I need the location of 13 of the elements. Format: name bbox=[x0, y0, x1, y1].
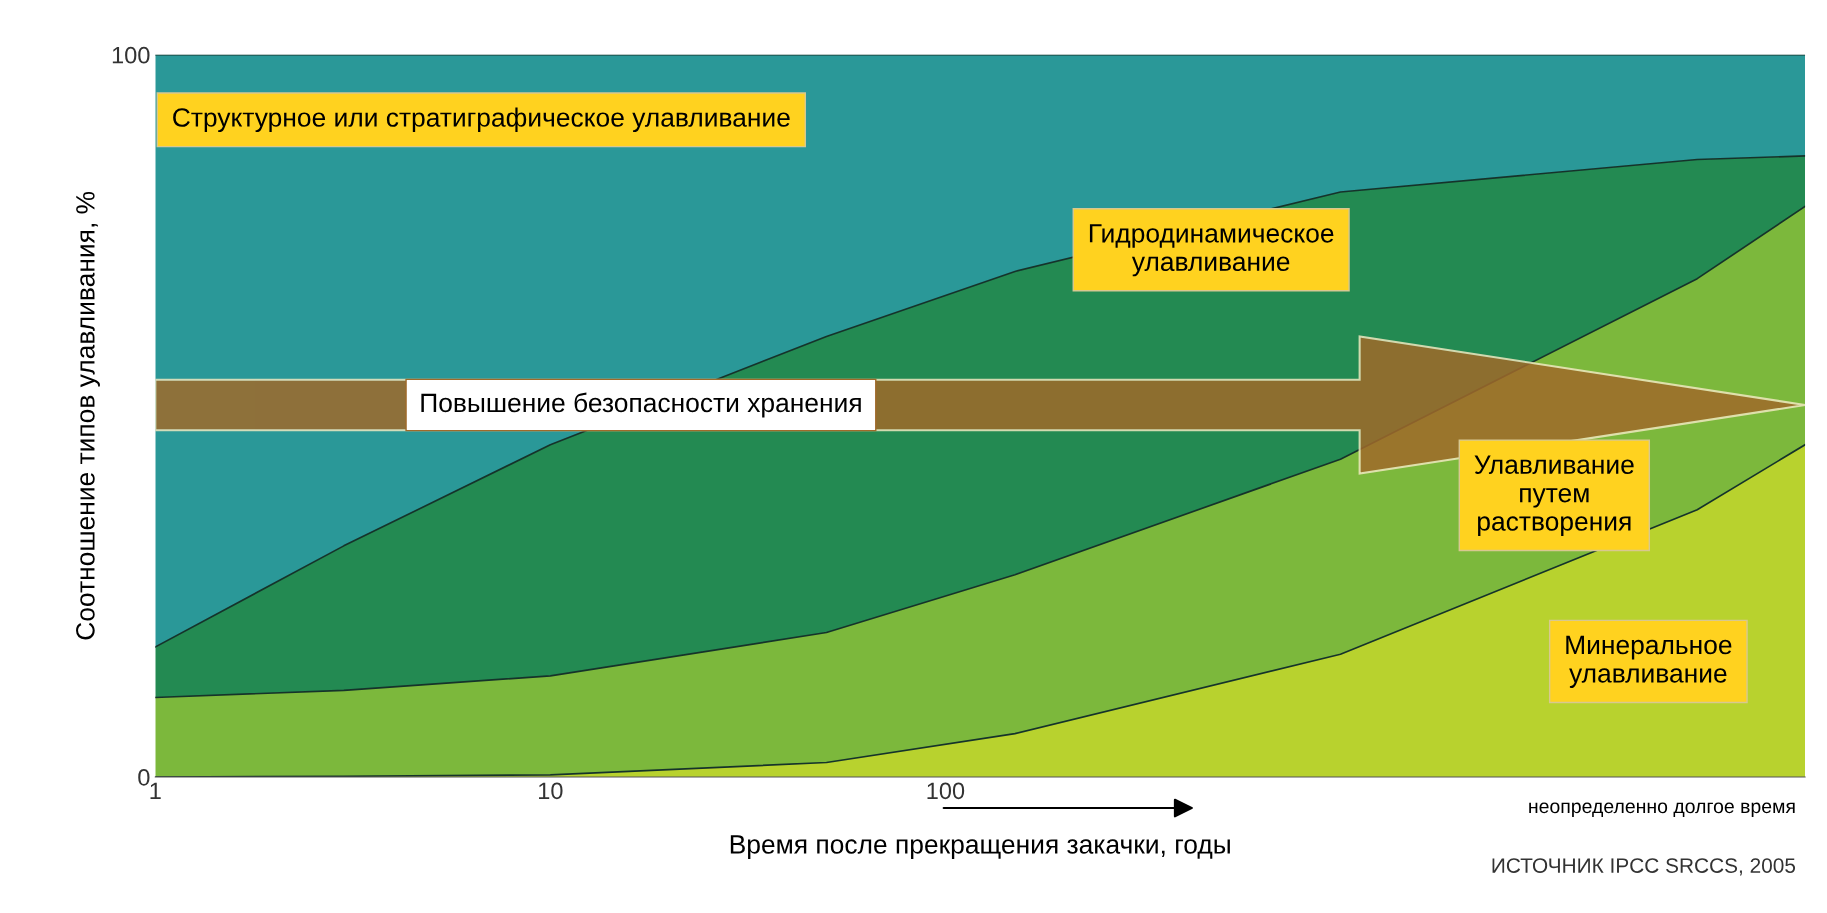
y-tick-label: 0 bbox=[138, 769, 150, 786]
text: ИСТОЧНИК IPCC SRCCS, 2005 bbox=[1492, 858, 1796, 876]
x-tick-label: 100 bbox=[927, 782, 965, 800]
series-label: Улавливание путем растворения bbox=[1474, 455, 1634, 537]
y-axis-title: Соотношение типов улавливания, % bbox=[76, 191, 100, 640]
x-tick-label: 1 bbox=[150, 782, 161, 799]
series-label: Минеральное улавливание bbox=[1566, 635, 1732, 688]
x-tick-label: 10 bbox=[539, 782, 563, 800]
text: неопределенно долгое время bbox=[1529, 802, 1795, 818]
series-label: Структурное или стратиграфическое улавливание bbox=[173, 107, 790, 133]
series-label: Гидродинамическое улавливание bbox=[1089, 224, 1334, 277]
annotation: Повышение безопасности хранения bbox=[421, 392, 861, 418]
x-axis-title: Время после прекращения закачки, годы bbox=[730, 835, 1230, 859]
